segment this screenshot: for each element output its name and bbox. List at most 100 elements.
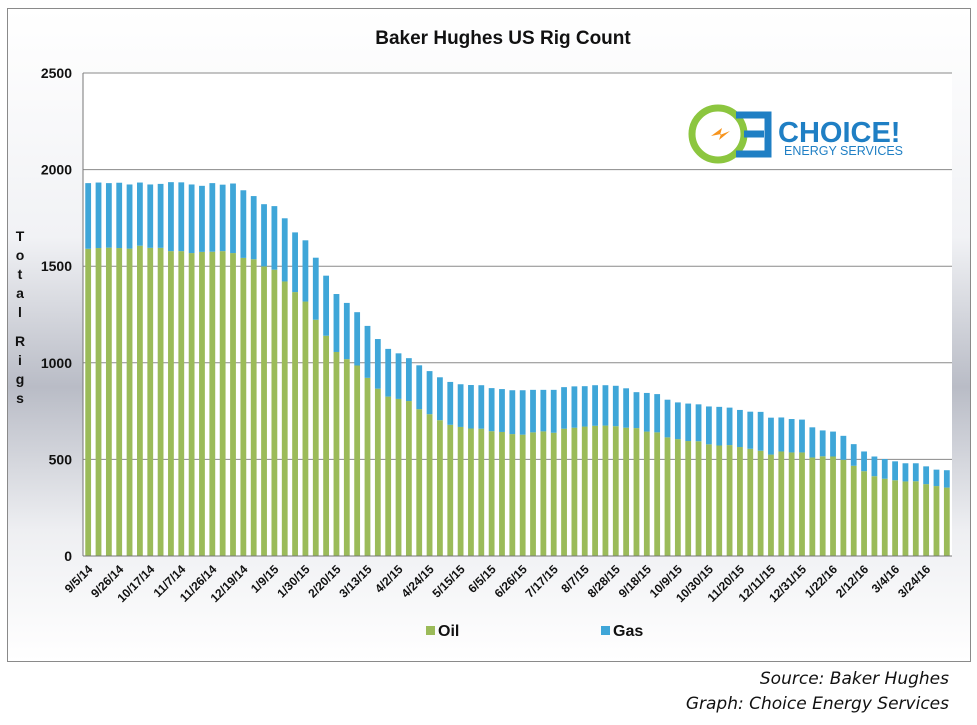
oil-bar [405,401,412,556]
gas-bar [602,385,609,426]
gas-bar [561,387,567,429]
oil-bar [737,447,743,556]
gas-bar [168,182,174,252]
oil-bar [250,259,257,556]
oil-bar [695,441,702,556]
y-axis-label-char: t [18,266,23,282]
gas-bar [250,196,257,260]
y-axis-label-char: o [16,247,25,263]
y-axis-label-char: i [18,352,22,368]
oil-bar [178,251,185,556]
gas-bar [488,388,495,432]
oil-bar [478,428,485,556]
y-tick-label: 0 [64,548,72,564]
oil-bar [664,437,671,556]
gas-bar [323,275,330,336]
gas-bar [737,409,743,448]
gas-bar [840,435,847,460]
gas-bar [592,385,598,426]
chart-frame: Baker Hughes US Rig Count 0 500 1000 1500 20… [7,8,971,662]
gas-bar [933,469,940,487]
oil-bar [654,432,661,556]
oil-bar [912,481,919,556]
oil-bar [240,257,247,556]
y-axis-label-char: R [15,333,25,349]
gas-bar [747,411,754,449]
y-tick-label: 2000 [41,162,72,178]
gas-bar [178,182,185,252]
gas-bar [405,358,412,402]
gas-bar [478,385,485,429]
gas-bar [271,206,278,270]
logo-wordmark: CHOICE! [778,117,900,149]
logo-e-mark [736,111,772,158]
oil-bar [312,319,319,556]
gas-bar [695,404,702,442]
oil-bar [685,441,692,556]
gas-bar [850,444,857,466]
oil-bar [147,247,154,556]
oil-bar [509,434,516,556]
graph-credit: Graph: Choice Energy Services [685,694,949,714]
oil-bar [623,427,630,556]
gas-bar [395,353,402,399]
oil-bar [209,251,216,556]
oil-bar [323,335,330,556]
y-tick-label: 1000 [41,355,72,371]
oil-bar [530,432,536,556]
x-tick-label: 3/13/15 [336,562,374,600]
oil-bar [426,414,433,556]
oil-bar [385,396,392,556]
oil-bar [674,439,681,556]
oil-bar [788,452,795,556]
oil-bar [457,426,464,556]
logo-tagline: ENERGY SERVICES [784,144,903,158]
y-axis-label-char: T [16,228,25,244]
plot-area [83,73,952,556]
oil-bar [581,426,588,556]
x-tick-label: 8/28/15 [585,562,623,600]
oil-bar [592,425,598,556]
oil-bar [302,301,309,556]
oil-bar [892,480,898,556]
y-axis-label-char: g [16,371,25,387]
gas-bar [654,394,661,433]
oil-bar [809,457,816,556]
gas-bar [623,388,630,428]
oil-bar [230,253,236,557]
oil-bar [830,456,836,556]
oil-bar [437,420,443,556]
gas-bar [333,294,340,352]
gas-bar [416,365,423,410]
gas-bar [768,417,774,455]
gas-bar [902,463,909,482]
oil-bar [95,248,102,557]
gas-bar [664,399,671,438]
legend-swatch-gas [601,626,610,635]
oil-bar [281,281,288,556]
oil-bar [116,248,123,557]
oil-bar [343,359,350,556]
source-credit: Source: Baker Hughes [759,669,949,689]
gas-bar [468,385,474,429]
gas-bar [788,419,795,453]
oil-bar [354,365,361,556]
oil-bar [137,245,143,556]
y-axis-label-char: a [16,285,24,301]
oil-bar [768,454,774,556]
oil-bar [468,428,474,556]
logo-bolt-icon [711,128,730,140]
y-axis-label-char: l [18,304,22,320]
gas-bar [530,389,536,433]
gas-bar [674,402,681,440]
gas-bar [199,185,205,252]
oil-bar [726,445,733,556]
gas-bar [302,240,309,302]
gas-bar [374,339,381,389]
gas-bar [912,463,919,482]
oil-bar [550,432,557,556]
oil-bar [85,248,92,556]
gas-bar [571,386,578,428]
gas-bar [809,427,816,458]
gas-bar [116,182,123,249]
